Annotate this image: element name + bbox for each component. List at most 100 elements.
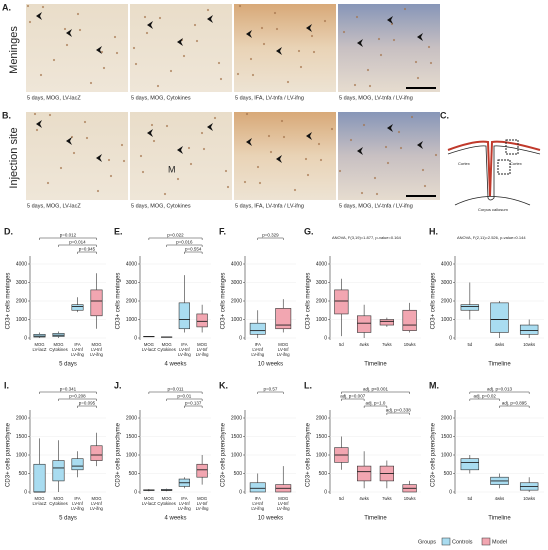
cell [310, 34, 314, 38]
cell [113, 35, 117, 39]
cell [78, 28, 82, 32]
y-tick-label: 0 [134, 489, 137, 495]
x-tick-label: LV-tnf [179, 501, 190, 506]
significance-bracket [39, 237, 97, 240]
cell [156, 84, 160, 88]
arrowhead [147, 129, 153, 137]
significance-bracket [184, 251, 203, 254]
cell [158, 16, 162, 20]
significance-bracket [148, 237, 203, 240]
y-tick-label: 1500 [441, 434, 452, 440]
y-tick-label: 0 [24, 489, 27, 495]
panel-label: E. [114, 226, 123, 236]
x-axis-label: Timeline [364, 516, 387, 522]
x-tick-label: IFA [255, 496, 261, 501]
x-tick-label: Cytokines [157, 501, 175, 506]
cell [63, 27, 67, 31]
significance-bracket [257, 237, 284, 240]
arrowhead [246, 138, 252, 146]
significance-bracket [39, 391, 97, 394]
box [379, 319, 394, 326]
p-value: p=0.016 [176, 240, 193, 245]
micrograph [26, 112, 128, 200]
y-tick-label: 2000 [316, 415, 327, 421]
significance-bracket [469, 398, 500, 401]
cell [267, 134, 271, 138]
p-value: p=0.137 [185, 401, 202, 406]
significance-bracket [499, 405, 530, 408]
panel-label: C. [440, 110, 449, 120]
y-tick-label: 1000 [16, 317, 27, 323]
arrowhead [147, 21, 153, 29]
x-tick-label: LV-lacZ [142, 347, 156, 352]
cell [421, 168, 425, 172]
x-tick-label: LV-ifng [277, 506, 290, 511]
arrowhead [36, 12, 42, 20]
y-axis-label: CD3+ cells meninges [6, 273, 12, 330]
cell [134, 62, 138, 66]
y-tick-label: 1000 [316, 452, 327, 458]
cell [102, 66, 106, 70]
micrograph [234, 4, 336, 92]
y-tick-label: 1000 [441, 317, 452, 323]
y-tick-label: 4000 [441, 261, 452, 267]
y-tick-label: 4000 [316, 261, 327, 267]
cell [143, 15, 147, 19]
x-tick-label: 4wks [495, 496, 505, 501]
y-tick-label: 0 [324, 489, 327, 495]
cell [293, 188, 297, 192]
cell [96, 189, 100, 193]
cell [360, 191, 364, 195]
cell [379, 53, 383, 57]
cell [41, 5, 45, 9]
legend-label: Model [492, 539, 507, 545]
cell [217, 61, 221, 65]
cell [256, 165, 260, 169]
arrowhead [66, 29, 72, 37]
corpus-callosum [454, 196, 531, 206]
y-tick-label: 2000 [316, 298, 327, 304]
arrowhead [387, 124, 393, 132]
x-tick-label: 10wks [404, 342, 416, 347]
arrowhead [357, 39, 363, 47]
arrowhead [66, 137, 72, 145]
x-tick-label: LV-ifng [251, 506, 264, 511]
caption: 5 days, IFA, LV-tnfa / LV-ifng [235, 95, 304, 101]
p-value: adj. p<0.001 [363, 387, 388, 392]
y-axis-label: CD3+ cells meninges [116, 273, 122, 330]
cell [319, 158, 323, 162]
arrowhead [207, 15, 213, 23]
y-tick-label: 1000 [16, 452, 27, 458]
cell [338, 169, 342, 173]
legend-title: Groups [418, 539, 436, 545]
y-axis-label: CD3+ cells meninges [221, 273, 227, 330]
x-tick-label: MOG [91, 496, 101, 501]
box [71, 304, 84, 311]
cell [260, 26, 264, 30]
y-axis-label: CD3+ cells parenchyme [306, 422, 312, 487]
box [275, 308, 292, 330]
y-tick-label: 1000 [126, 452, 137, 458]
x-axis-label: 4 weeks [164, 516, 186, 522]
y-tick-label: 3000 [126, 280, 137, 286]
cell [258, 181, 262, 185]
arrowhead [417, 33, 423, 41]
cell [85, 136, 89, 140]
cell [193, 23, 197, 27]
cell [59, 166, 63, 170]
p-value: adj. p=0.338 [386, 408, 411, 413]
arrowhead [96, 46, 102, 54]
cell [304, 157, 308, 161]
cell [65, 43, 69, 47]
cell [200, 131, 204, 135]
micrograph [234, 112, 336, 200]
box [490, 302, 509, 333]
x-tick-label: 7wks [382, 342, 392, 347]
significance-bracket [148, 391, 203, 394]
y-tick-label: 2000 [231, 415, 242, 421]
cell [392, 38, 396, 42]
y-axis-label: CD3+ cells parenchyme [116, 422, 122, 487]
x-tick-label: LV-tnf [197, 501, 208, 506]
y-tick-label: 4000 [126, 261, 137, 267]
box [71, 458, 84, 471]
